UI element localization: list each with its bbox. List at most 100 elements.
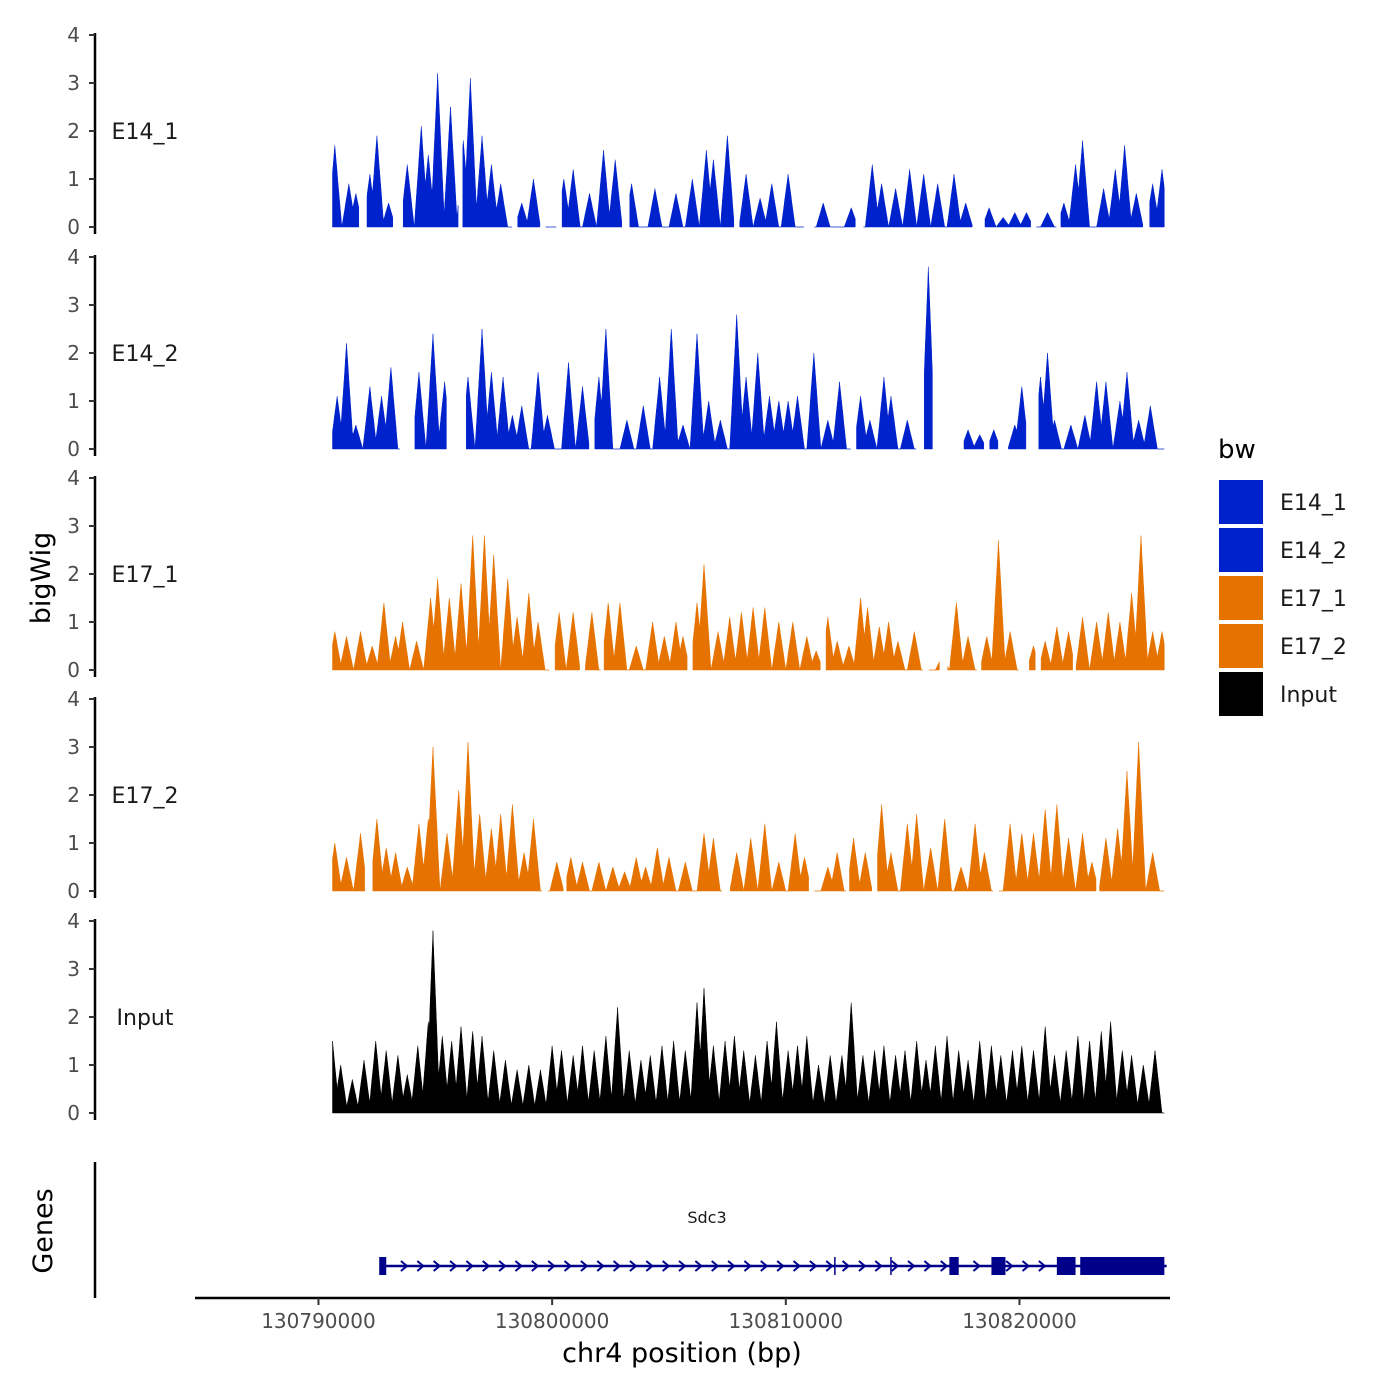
strand-arrow-icon bbox=[907, 1260, 916, 1272]
y-tick-label: 1 bbox=[67, 167, 80, 191]
gene-exon bbox=[991, 1257, 1006, 1275]
legend-swatch-e17-1 bbox=[1219, 576, 1263, 620]
coverage-segment bbox=[594, 314, 851, 450]
y-tick-label: 0 bbox=[67, 658, 80, 682]
coverage-segment bbox=[981, 540, 1019, 671]
strand-arrow-icon bbox=[645, 1260, 654, 1272]
track-label: E17_1 bbox=[112, 563, 179, 588]
y-tick-label: 4 bbox=[67, 909, 80, 933]
x-tick-label: 130810000 bbox=[729, 1309, 844, 1333]
coverage-segment bbox=[814, 202, 856, 228]
y-axis-title: bigWig bbox=[26, 532, 57, 625]
strand-arrow-icon bbox=[1038, 1260, 1047, 1272]
y-tick-label: 4 bbox=[67, 466, 80, 490]
gene-exon bbox=[1080, 1257, 1165, 1275]
track-e17-2: 0 1 2 3 4 E17_2 bbox=[67, 687, 1165, 903]
coverage-segment bbox=[603, 602, 688, 671]
strand-arrow-icon bbox=[563, 1260, 573, 1272]
y-tick-label: 0 bbox=[67, 879, 80, 903]
legend-label-e17-1: E17_1 bbox=[1280, 587, 1347, 612]
coverage-segment bbox=[332, 145, 360, 228]
x-tick-label: 130800000 bbox=[495, 1309, 610, 1333]
strand-arrow-icon bbox=[940, 1260, 949, 1272]
strand-arrow-icon bbox=[711, 1260, 720, 1272]
y-tick-label: 1 bbox=[67, 831, 80, 855]
coverage-segment bbox=[332, 343, 400, 450]
coverage-segment bbox=[1029, 645, 1036, 671]
y-tick-label: 4 bbox=[67, 687, 80, 711]
legend-label-e14-2: E14_2 bbox=[1280, 539, 1347, 564]
x-axis: chr4 position (bp) 130790000 130800000 130… bbox=[195, 1296, 1170, 1369]
coverage-segment bbox=[332, 930, 1165, 1114]
coverage-segment bbox=[963, 429, 985, 450]
coverage-segment bbox=[1038, 352, 1165, 450]
legend-swatch-e14-2 bbox=[1219, 528, 1263, 572]
y-tick-label: 2 bbox=[67, 783, 80, 807]
strand-arrow-icon bbox=[776, 1260, 785, 1272]
strand-arrow-icon bbox=[596, 1260, 605, 1272]
strand-arrow-icon bbox=[841, 1260, 851, 1272]
coverage-area bbox=[332, 73, 1165, 228]
track-e14-2: 0 1 2 3 4 E14_2 bbox=[67, 245, 1165, 461]
strand-arrow-icon bbox=[514, 1260, 523, 1272]
strand-arrow-icon bbox=[465, 1260, 474, 1272]
coverage-segment bbox=[1008, 386, 1027, 450]
coverage-segment bbox=[366, 135, 393, 228]
strand-arrow-icon bbox=[416, 1260, 425, 1272]
legend: bw E14_1 E14_2 E17_1 E17_2 Input bbox=[1218, 435, 1347, 716]
coverage-segment bbox=[1040, 626, 1073, 671]
coverage-segment bbox=[863, 164, 973, 228]
track-label: E14_1 bbox=[112, 120, 179, 145]
y-tick-label: 2 bbox=[67, 119, 80, 143]
strand-arrow-icon bbox=[743, 1260, 752, 1272]
track-label: E14_2 bbox=[112, 342, 179, 367]
strand-arrow-icon bbox=[858, 1260, 867, 1272]
genes-axis-title: Genes bbox=[28, 1188, 59, 1273]
y-tick-label: 1 bbox=[67, 389, 80, 413]
legend-swatch-input bbox=[1219, 672, 1263, 716]
coverage-segment bbox=[856, 376, 917, 450]
coverage-segment bbox=[585, 612, 601, 671]
coverage-segment bbox=[629, 135, 735, 228]
strand-arrow-icon bbox=[792, 1260, 802, 1272]
track-e17-1: 0 1 2 3 4 E17_1 bbox=[67, 466, 1165, 682]
y-tick-label: 3 bbox=[67, 735, 80, 759]
strand-arrow-icon bbox=[890, 1260, 900, 1272]
coverage-segment bbox=[692, 564, 821, 671]
gene-label: Sdc3 bbox=[687, 1208, 726, 1227]
legend-swatch-e17-2 bbox=[1219, 624, 1263, 668]
track-label: E17_2 bbox=[112, 784, 179, 809]
coverage-segment bbox=[372, 742, 543, 892]
coverage-segment bbox=[849, 838, 872, 892]
y-tick-label: 3 bbox=[67, 514, 80, 538]
legend-swatch-e14-1 bbox=[1219, 480, 1263, 524]
coverage-segment bbox=[928, 661, 940, 671]
coverage-segment bbox=[566, 833, 723, 892]
coverage-segment bbox=[1075, 535, 1165, 671]
coverage-segment bbox=[548, 862, 564, 892]
y-tick-label: 3 bbox=[67, 957, 80, 981]
strand-arrow-icon bbox=[498, 1260, 507, 1272]
coverage-segment bbox=[989, 429, 999, 450]
y-tick-label: 0 bbox=[67, 1101, 80, 1125]
y-tick-label: 2 bbox=[67, 562, 80, 586]
strand-arrow-icon bbox=[874, 1260, 883, 1272]
strand-arrow-icon bbox=[760, 1260, 769, 1272]
coverage-segment bbox=[332, 535, 550, 671]
y-tick-label: 4 bbox=[67, 245, 80, 269]
y-tick-label: 3 bbox=[67, 71, 80, 95]
legend-label-e17-2: E17_2 bbox=[1280, 635, 1347, 660]
y-tick-label: 1 bbox=[67, 1053, 80, 1077]
coverage-segment bbox=[984, 207, 1031, 228]
gene-exon bbox=[379, 1257, 387, 1275]
strand-arrow-icon bbox=[972, 1260, 981, 1272]
track-e14-1: 0 1 2 3 4 E14_1 bbox=[67, 23, 1165, 239]
y-tick-label: 2 bbox=[67, 341, 80, 365]
strand-arrow-icon bbox=[727, 1260, 736, 1272]
legend-label-e14-1: E14_1 bbox=[1280, 491, 1347, 516]
strand-arrow-icon bbox=[547, 1260, 556, 1272]
legend-title: bw bbox=[1218, 435, 1256, 465]
coverage-segment bbox=[1099, 742, 1165, 892]
y-tick-label: 3 bbox=[67, 293, 80, 317]
